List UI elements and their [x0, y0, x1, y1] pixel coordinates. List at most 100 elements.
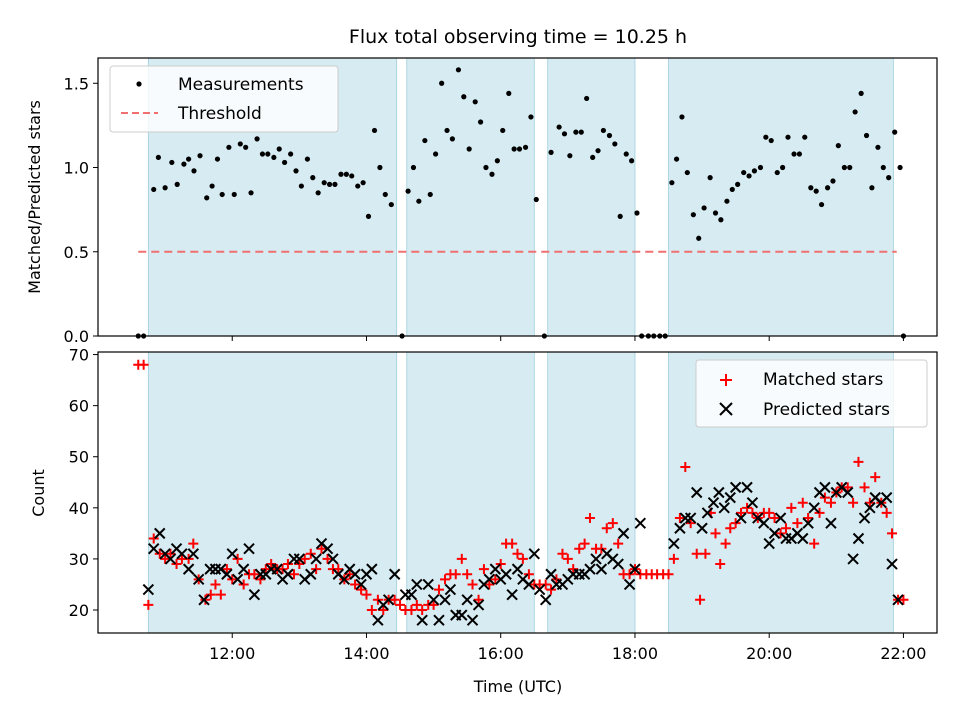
matched-point: [395, 599, 406, 610]
measurement-point: [315, 190, 321, 196]
matched-point: [288, 569, 299, 580]
matched-point: [249, 569, 260, 580]
top-y-tick-label: 0.5: [64, 243, 89, 262]
predicted-point: [539, 594, 552, 606]
matched-point: [601, 523, 612, 534]
legend-matched-marker: [720, 374, 732, 386]
measurement-point: [796, 151, 803, 157]
measurement-point: [511, 146, 517, 152]
predicted-point: [668, 537, 680, 550]
matched-point: [366, 605, 377, 616]
bottom-y-tick-label: 70: [69, 346, 89, 365]
predicted-point: [338, 573, 351, 586]
predicted-point: [746, 497, 759, 509]
matched-point: [311, 564, 322, 575]
measurement-point: [802, 134, 808, 140]
matched-point: [171, 559, 182, 570]
measurement-point: [349, 173, 355, 179]
predicted-point: [768, 527, 781, 540]
matched-point: [507, 538, 518, 549]
matched-point: [551, 574, 562, 585]
top-y-tick-label: 0.0: [64, 327, 89, 346]
matched-point: [568, 564, 579, 575]
top-y-tick-label: 1.5: [64, 74, 89, 93]
measurements-points: [135, 67, 907, 339]
measurement-point: [746, 173, 752, 179]
measurement-point: [162, 185, 168, 191]
measurement-point: [818, 201, 825, 208]
top-axes-frame: [97, 57, 938, 337]
predicted-point: [416, 614, 428, 626]
measurement-point: [600, 127, 607, 134]
matched-point: [803, 513, 814, 524]
matched-point: [205, 589, 216, 600]
matched-point: [467, 579, 478, 590]
matched-point: [238, 579, 249, 590]
measurement-point: [243, 144, 249, 150]
measurement-point: [886, 175, 892, 181]
measurement-point: [757, 164, 764, 171]
chart-title: Flux total observing time = 10.25 h: [349, 26, 687, 48]
predicted-point: [819, 481, 831, 494]
predicted-point: [372, 614, 384, 626]
matched-point: [864, 497, 875, 508]
measurement-point: [679, 114, 685, 120]
matched-point: [881, 507, 892, 518]
measurement-point: [338, 171, 344, 177]
measurement-point: [735, 181, 741, 187]
measurement-point: [774, 169, 780, 176]
matched-point: [769, 513, 780, 524]
measurement-point: [841, 164, 847, 171]
matched-point: [814, 507, 825, 518]
predicted-point: [321, 542, 334, 555]
matched-point: [462, 569, 473, 580]
predicted-point: [142, 583, 155, 596]
matched-point: [870, 472, 881, 483]
matched-point: [255, 574, 266, 585]
measurement-point: [623, 151, 629, 157]
matched-point: [378, 605, 389, 616]
predicted-point: [724, 491, 736, 504]
measurement-point: [791, 151, 797, 157]
measurement-point: [548, 149, 554, 155]
predicted-point: [500, 568, 512, 580]
matched-point: [210, 579, 221, 590]
measurement-point: [573, 129, 579, 135]
matched-point: [148, 533, 159, 544]
bottom-legend: Matched stars Predicted stars: [695, 359, 928, 428]
matched-point: [517, 553, 528, 564]
legend-matched-label: Matched stars: [763, 370, 883, 390]
matched-point: [546, 584, 557, 595]
bottom-x-tick-label: 12:00: [209, 644, 255, 663]
predicted-point: [612, 558, 624, 570]
measurement-point: [892, 129, 898, 135]
measurement-point: [835, 143, 841, 149]
measurement-point: [897, 164, 903, 171]
predicted-point: [797, 532, 809, 545]
predicted-point: [154, 527, 166, 540]
measurement-point: [712, 210, 719, 216]
predicted-point: [533, 583, 546, 596]
matched-point: [825, 497, 836, 508]
predicted-point: [584, 563, 596, 575]
shaded-interval-3: [668, 57, 894, 337]
measurement-point: [326, 181, 333, 187]
measurement-point: [219, 191, 225, 198]
predicted-point: [456, 609, 468, 621]
matched-point: [165, 548, 176, 559]
predicted-point: [433, 614, 445, 626]
top-legend: Measurements Threshold: [109, 65, 339, 133]
measurement-point: [533, 196, 539, 203]
predicted-point: [763, 537, 775, 550]
matched-point: [780, 523, 791, 534]
measurement-point: [461, 94, 467, 100]
measurement-point: [707, 175, 713, 181]
predicted-point: [461, 594, 473, 606]
predicted-point: [164, 553, 177, 565]
predicted-point: [735, 512, 747, 524]
predicted-point: [271, 563, 283, 575]
predicted-point: [864, 502, 876, 514]
predicted-point: [880, 491, 893, 504]
measurement-point: [276, 146, 282, 152]
